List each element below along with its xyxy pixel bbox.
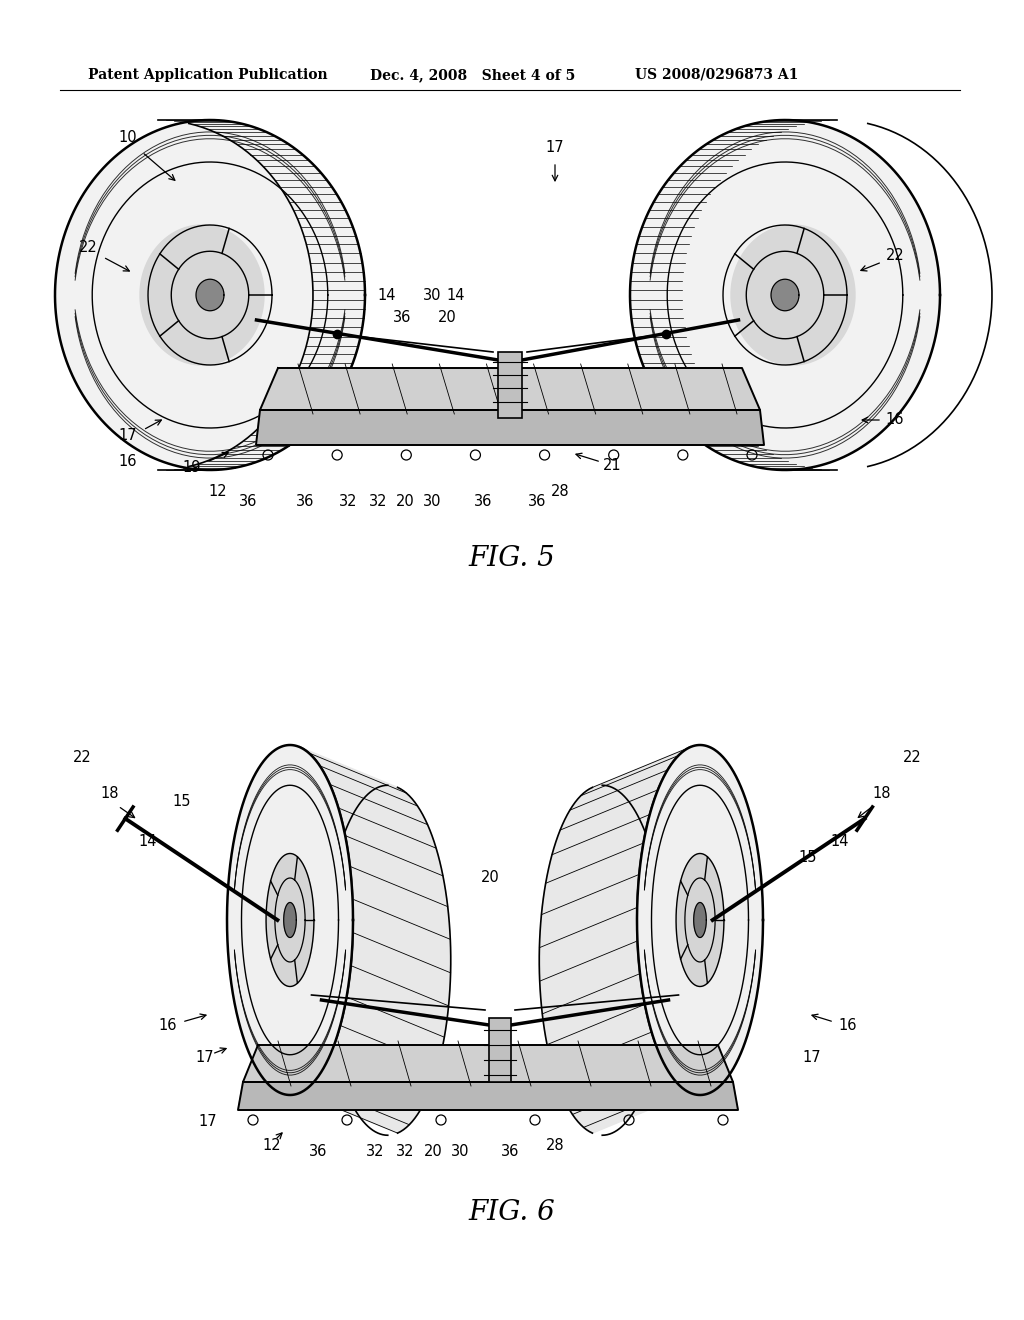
Text: 10: 10 [119, 131, 137, 145]
Text: 32: 32 [369, 495, 387, 510]
Text: 14: 14 [138, 834, 158, 850]
Text: 30: 30 [423, 289, 441, 304]
Text: 18: 18 [100, 785, 119, 800]
Polygon shape [771, 280, 799, 310]
Text: 22: 22 [902, 750, 922, 764]
Polygon shape [693, 903, 707, 937]
Text: 36: 36 [393, 310, 412, 326]
Text: 14: 14 [830, 834, 849, 850]
Text: 20: 20 [395, 495, 415, 510]
Polygon shape [266, 854, 314, 986]
Polygon shape [256, 411, 764, 445]
Text: FIG. 6: FIG. 6 [469, 1199, 555, 1225]
Text: 32: 32 [395, 1144, 415, 1159]
Text: 14: 14 [446, 289, 465, 304]
Text: FIG. 5: FIG. 5 [469, 544, 555, 572]
Polygon shape [630, 120, 940, 470]
Text: 36: 36 [527, 495, 546, 510]
Polygon shape [238, 1082, 738, 1110]
Text: 17: 17 [803, 1051, 821, 1065]
Text: 16: 16 [839, 1018, 857, 1032]
Text: 36: 36 [309, 1144, 328, 1159]
Text: 22: 22 [79, 240, 97, 256]
Text: 32: 32 [339, 495, 357, 510]
Text: 17: 17 [196, 1051, 214, 1065]
Text: 36: 36 [501, 1144, 519, 1159]
Text: 22: 22 [73, 751, 91, 766]
Text: 14: 14 [378, 289, 396, 304]
Text: 17: 17 [199, 1114, 217, 1130]
Text: 17: 17 [546, 140, 564, 156]
Polygon shape [243, 1045, 733, 1082]
Text: 15: 15 [173, 795, 191, 809]
Polygon shape [196, 280, 224, 310]
Text: 36: 36 [239, 495, 257, 510]
Text: 18: 18 [872, 785, 891, 800]
Bar [489, 1018, 511, 1082]
Text: Patent Application Publication: Patent Application Publication [88, 69, 328, 82]
Text: 12: 12 [263, 1138, 282, 1152]
Polygon shape [284, 903, 296, 937]
Text: 15: 15 [799, 850, 817, 866]
Text: 36: 36 [296, 495, 314, 510]
Text: 21: 21 [603, 458, 622, 474]
Text: US 2008/0296873 A1: US 2008/0296873 A1 [635, 69, 799, 82]
Polygon shape [55, 120, 365, 470]
Bar [498, 352, 522, 418]
Text: 19: 19 [182, 461, 202, 475]
Polygon shape [227, 744, 353, 1096]
Text: 12: 12 [209, 484, 227, 499]
Text: 22: 22 [886, 248, 904, 263]
Text: 20: 20 [424, 1144, 442, 1159]
Text: 30: 30 [451, 1144, 469, 1159]
Polygon shape [300, 747, 451, 1133]
Text: 28: 28 [551, 484, 569, 499]
Text: 30: 30 [423, 495, 441, 510]
Polygon shape [637, 744, 763, 1096]
Text: Dec. 4, 2008   Sheet 4 of 5: Dec. 4, 2008 Sheet 4 of 5 [370, 69, 575, 82]
Polygon shape [676, 854, 724, 986]
Polygon shape [260, 368, 760, 411]
Text: 16: 16 [119, 454, 137, 470]
Polygon shape [540, 747, 690, 1133]
Text: 20: 20 [480, 870, 500, 886]
Text: 16: 16 [159, 1018, 177, 1032]
Text: 20: 20 [437, 310, 457, 326]
Text: 32: 32 [366, 1144, 384, 1159]
Text: 16: 16 [886, 412, 904, 428]
Text: 28: 28 [546, 1138, 564, 1152]
Text: 17: 17 [119, 428, 137, 442]
Polygon shape [140, 224, 264, 366]
Polygon shape [731, 224, 855, 366]
Text: 36: 36 [474, 495, 493, 510]
